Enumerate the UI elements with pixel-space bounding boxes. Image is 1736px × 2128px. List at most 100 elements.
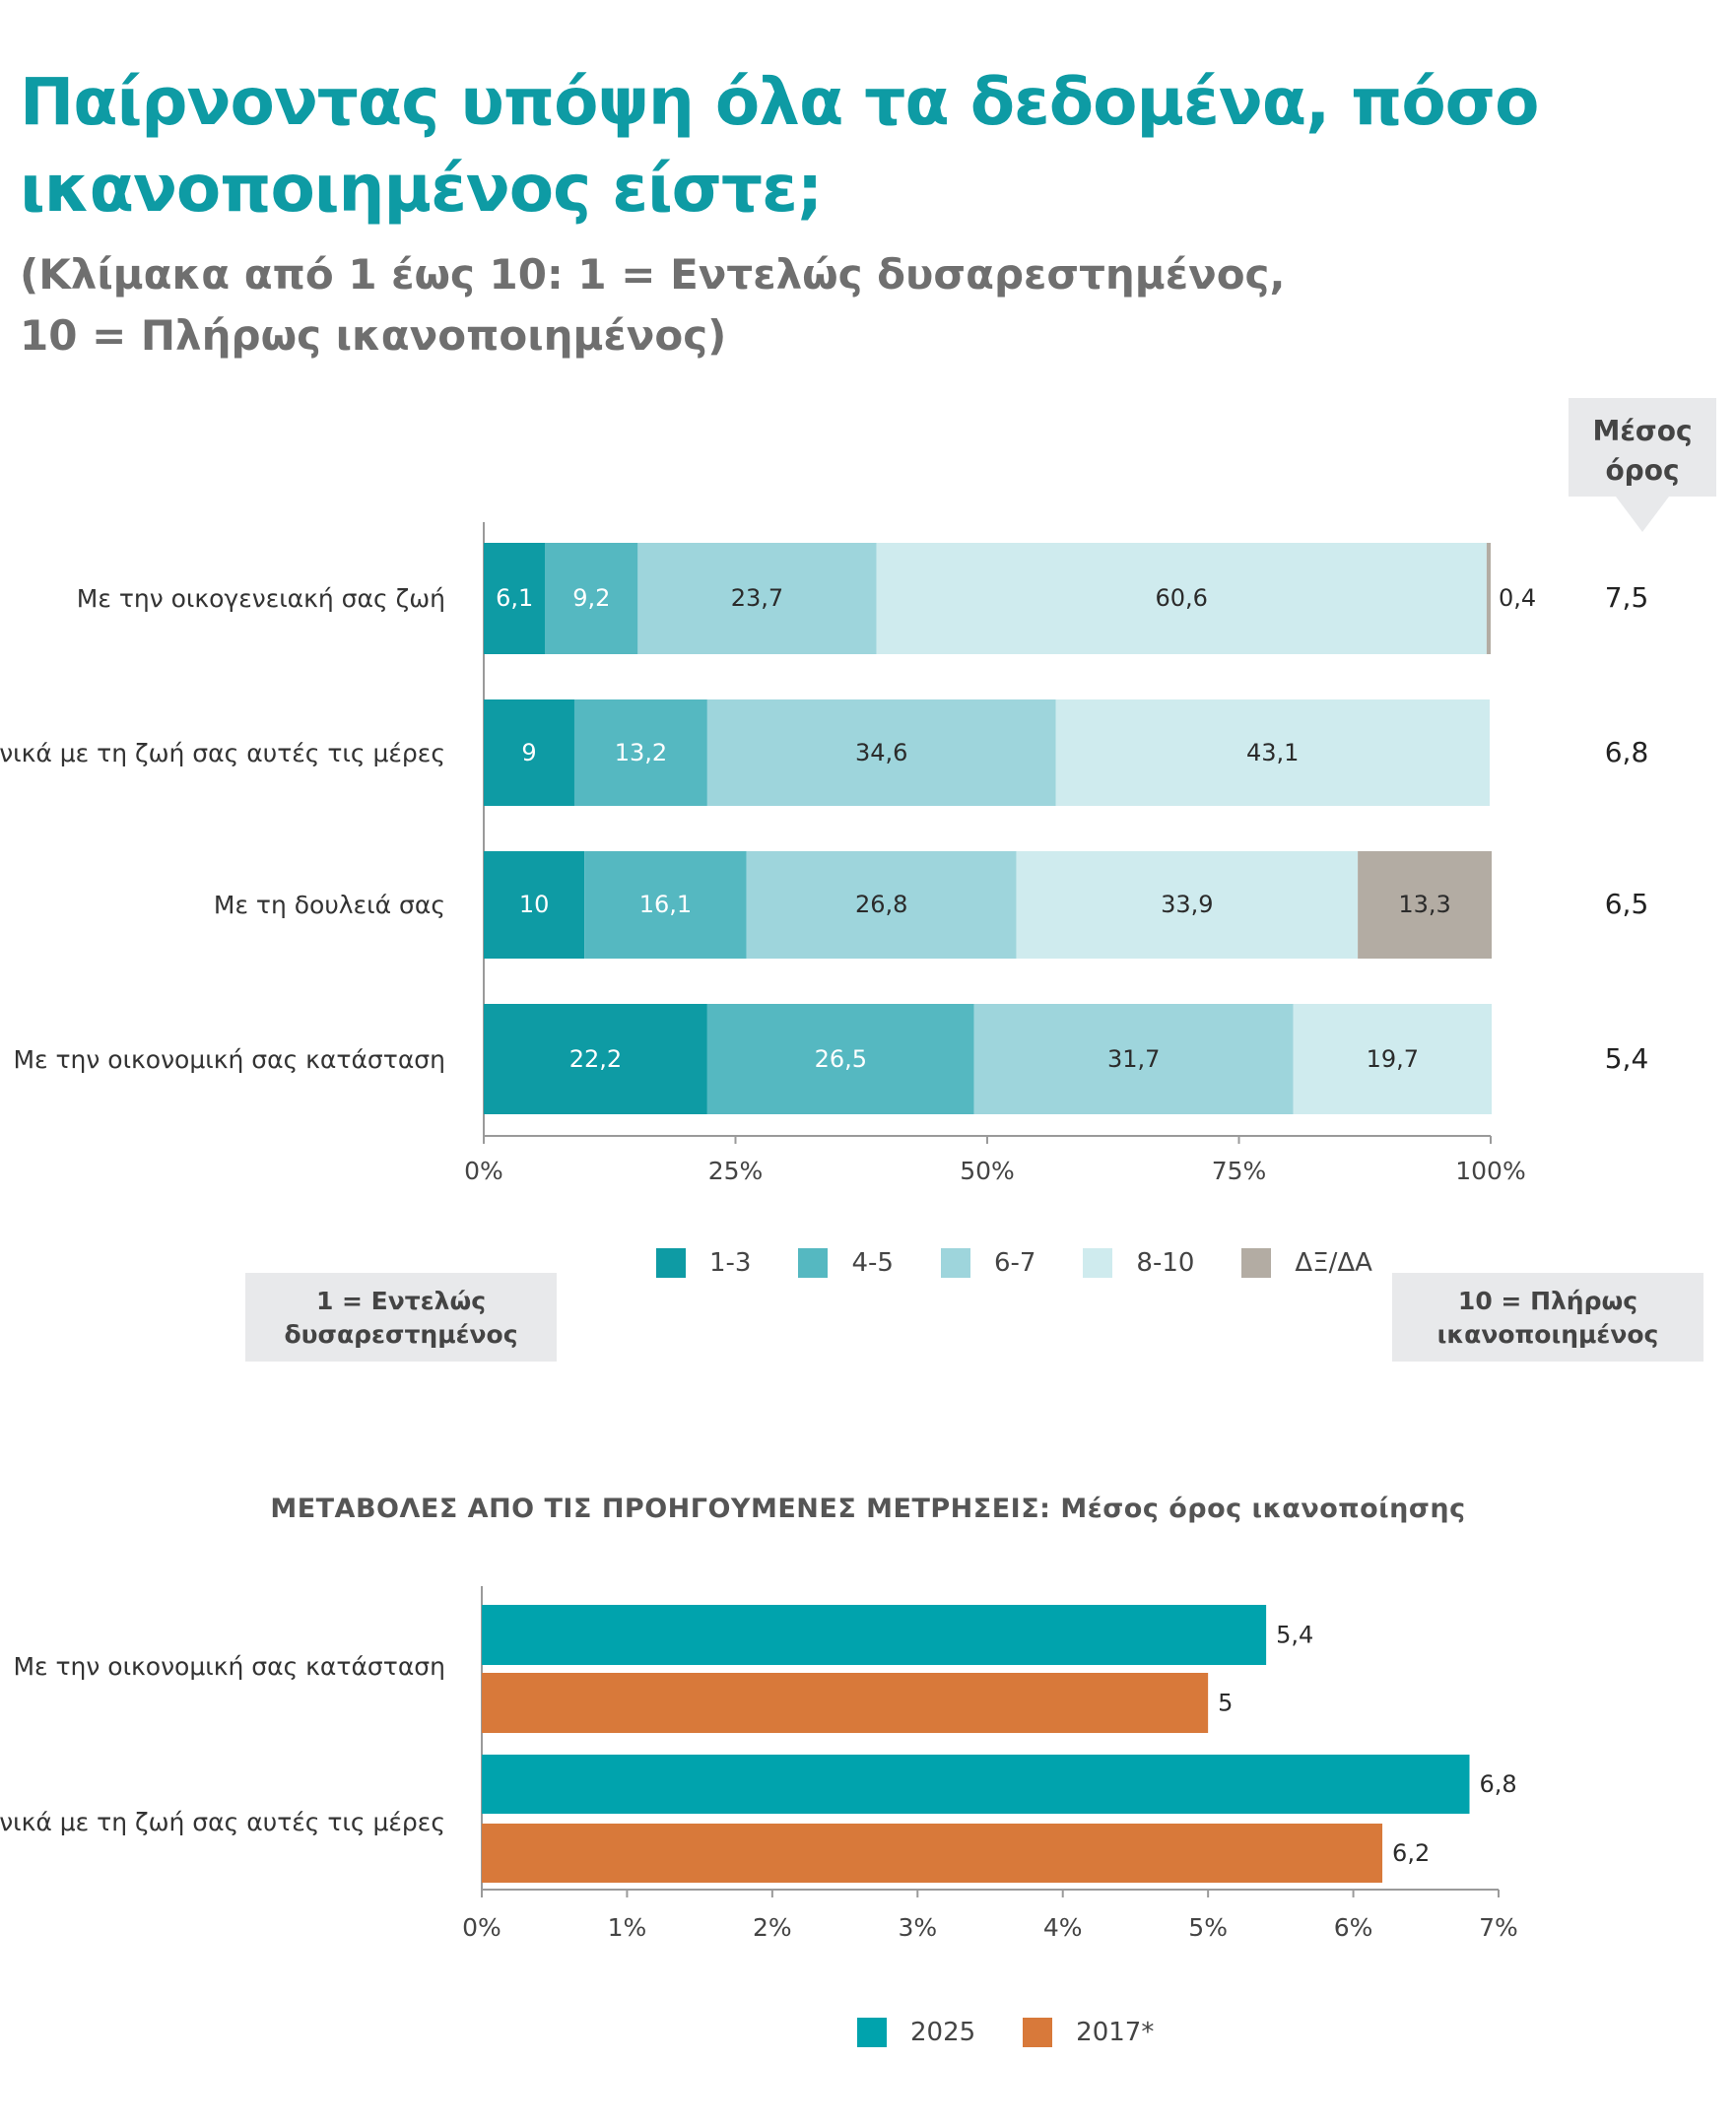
scale-right-line-1: 10 = Πλήρως — [1457, 1287, 1638, 1315]
chart1-bar-segment — [584, 851, 747, 959]
chart1-tick-label: 50% — [960, 1157, 1015, 1185]
chart2-tick-label: 7% — [1479, 1913, 1518, 1942]
chart1-bar-segment — [973, 1004, 1294, 1114]
chart1-tick-label: 75% — [1212, 1157, 1267, 1185]
subtitle-line-1: (Κλίμακα από 1 έως 10: 1 = Εντελώς δυσαρ… — [20, 250, 1286, 299]
mean-header: Μέσος όρος — [1569, 398, 1716, 497]
legend-label: 1-3 — [709, 1248, 752, 1278]
legend-label: 2017* — [1076, 2018, 1155, 2047]
chart1-data-label: 31,7 — [1107, 1045, 1160, 1073]
chart2-bar — [482, 1755, 1470, 1814]
mean-header-arrow-icon — [1616, 497, 1669, 532]
chart1-bar-segment — [484, 1004, 707, 1114]
chart1-bar-segment — [484, 851, 585, 959]
legend-swatch — [798, 1248, 829, 1278]
chart1-legend: 1-3 4-5 6-7 8-10 ΔΞ/ΔΑ — [656, 1248, 1420, 1278]
legend-item: 4-5 — [798, 1248, 894, 1278]
legend-item: 8-10 — [1083, 1248, 1194, 1278]
chart2-tick-label: 3% — [898, 1913, 937, 1942]
chart2-bar — [482, 1673, 1209, 1733]
chart1-bar-segment — [1055, 699, 1490, 806]
page-subtitle: (Κλίμακα από 1 έως 10: 1 = Εντελώς δυσαρ… — [20, 244, 1695, 366]
chart1-data-label: 13,2 — [615, 739, 667, 766]
chart2-category-label: Γενικά με τη ζωή σας αυτές τις μέρες — [0, 1808, 445, 1836]
legend-item: ΔΞ/ΔΑ — [1241, 1248, 1372, 1278]
legend-label: ΔΞ/ΔΑ — [1295, 1248, 1372, 1278]
chart2-tick-label: 4% — [1043, 1913, 1083, 1942]
page-title: Παίρνοντας υπόψη όλα τα δεδομένα, πόσο ι… — [20, 59, 1695, 233]
chart2-tick-label: 2% — [753, 1913, 792, 1942]
chart1-data-label: 9 — [521, 739, 536, 766]
chart2-category-label: Με την οικονομική σας κατάσταση — [13, 1652, 445, 1681]
title-text: Παίρνοντας υπόψη όλα τα δεδομένα, πόσο ι… — [20, 64, 1539, 227]
chart1-bar-segment — [746, 851, 1017, 959]
chart1-bar-segment — [1486, 543, 1491, 654]
chart1-bar-segment — [484, 699, 574, 806]
chart2-bar — [482, 1824, 1383, 1883]
chart1-data-label: 33,9 — [1161, 891, 1213, 918]
legend-item: 2025 — [857, 2018, 975, 2047]
chart2-tick-label: 5% — [1188, 1913, 1228, 1942]
chart1-category-label: Με τη δουλειά σας — [214, 891, 445, 919]
legend-swatch — [857, 2018, 887, 2047]
scale-label-right: 10 = Πλήρως ικανοποιημένος — [1392, 1273, 1703, 1362]
chart1-mean-value: 6,5 — [1605, 888, 1649, 920]
chart1-tick-label: 0% — [464, 1157, 503, 1185]
legend-swatch — [1023, 2018, 1053, 2047]
chart1-data-label: 26,8 — [855, 891, 907, 918]
chart1-tick-label: 25% — [708, 1157, 764, 1185]
chart2-tick-label: 6% — [1334, 1913, 1373, 1942]
chart1-mean-value: 5,4 — [1605, 1042, 1649, 1075]
chart1-data-label: 34,6 — [855, 739, 907, 766]
chart1-data-label: 60,6 — [1156, 584, 1208, 612]
chart1-data-label: 43,1 — [1246, 739, 1299, 766]
chart1-data-label: 16,1 — [639, 891, 692, 918]
chart1-mean-value: 7,5 — [1605, 581, 1649, 614]
chart2-tick-label: 1% — [608, 1913, 647, 1942]
chart2-title: ΜΕΤΑΒΟΛΕΣ ΑΠΟ ΤΙΣ ΠΡΟΗΓΟΥΜΕΝΕΣ ΜΕΤΡΗΣΕΙΣ… — [270, 1494, 1466, 1524]
chart1-category-label: Με την οικογενειακή σας ζωή — [77, 584, 445, 613]
chart1-bar-segment — [876, 543, 1487, 654]
chart2-bar — [482, 1605, 1267, 1665]
legend-label: 2025 — [910, 2018, 976, 2047]
subtitle-line-2: 10 = Πλήρως ικανοποιημένος) — [20, 311, 727, 360]
stacked-bar-chart: Με την οικογενειακή σας ζωή 6,1 9,2 23,7 60,… — [0, 522, 1649, 1185]
chart1-bar-segment — [1016, 851, 1359, 959]
chart1-bar-segment — [573, 699, 707, 806]
legend-item: 1-3 — [656, 1248, 751, 1278]
chart2-legend: 2025 2017* — [857, 2018, 1201, 2047]
chart1-bar-segment — [1358, 851, 1493, 959]
chart2-data-label: 5,4 — [1276, 1622, 1313, 1649]
legend-swatch — [1083, 1248, 1113, 1278]
legend-item: 2017* — [1023, 2018, 1154, 2047]
scale-right-line-2: ικανοποιημένος — [1436, 1320, 1659, 1349]
mean-header-line-1: Μέσος — [1592, 415, 1693, 447]
chart1-data-label: 9,2 — [572, 584, 610, 612]
chart1-data-label: 26,5 — [815, 1045, 867, 1073]
chart1-data-label: 13,3 — [1398, 891, 1450, 918]
chart2-tick-label: 0% — [462, 1913, 501, 1942]
chart1-bar-segment — [706, 699, 1056, 806]
chart2-data-label: 5 — [1218, 1690, 1233, 1717]
chart2-data-label: 6,2 — [1392, 1839, 1430, 1867]
chart1-data-label: 23,7 — [731, 584, 783, 612]
scale-label-left: 1 = Εντελώς δυσαρεστημένος — [245, 1273, 557, 1362]
chart2-data-label: 6,8 — [1480, 1770, 1517, 1798]
legend-swatch — [1241, 1248, 1272, 1278]
scale-left-line-1: 1 = Εντελώς — [315, 1287, 487, 1315]
legend-item: 6-7 — [940, 1248, 1036, 1278]
chart1-bar-segment — [637, 543, 877, 654]
chart1-bar-segment — [1293, 1004, 1493, 1114]
chart1-data-label: 22,2 — [569, 1045, 622, 1073]
legend-swatch — [940, 1248, 970, 1278]
legend-label: 4-5 — [851, 1248, 894, 1278]
chart1-mean-value: 6,8 — [1605, 736, 1649, 768]
chart1-category-label: Γενικά με τη ζωή σας αυτές τις μέρες — [0, 739, 445, 767]
legend-label: 6-7 — [993, 1248, 1036, 1278]
chart1-bar-segment — [545, 543, 638, 654]
chart1-data-label: 6,1 — [496, 584, 533, 612]
chart1-bar-segment — [706, 1004, 974, 1114]
chart1-data-label: 19,7 — [1367, 1045, 1419, 1073]
legend-swatch — [656, 1248, 686, 1278]
chart1-category-label: Με την οικονομική σας κατάσταση — [13, 1045, 445, 1074]
